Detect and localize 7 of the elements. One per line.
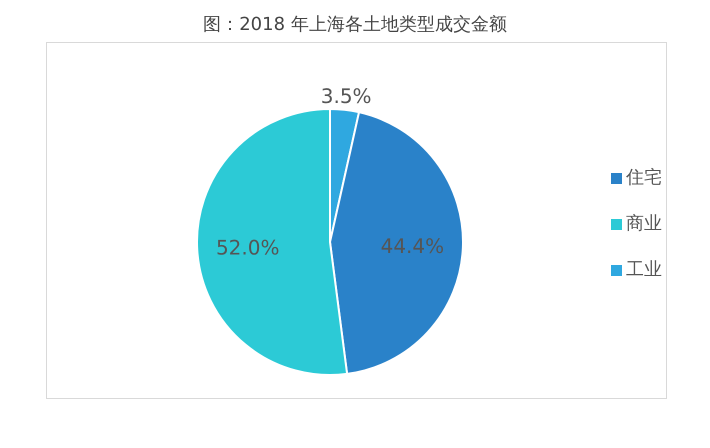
legend-label: 住宅 — [626, 167, 662, 188]
data-label: 52.0% — [216, 235, 280, 260]
data-label: 44.4% — [380, 234, 444, 258]
data-label: 3.5% — [320, 84, 372, 108]
legend-label: 工业 — [626, 259, 662, 280]
legend-label: 商业 — [626, 213, 662, 234]
chart-title: 图：2018 年上海各土地类型成交金额 — [202, 13, 508, 36]
